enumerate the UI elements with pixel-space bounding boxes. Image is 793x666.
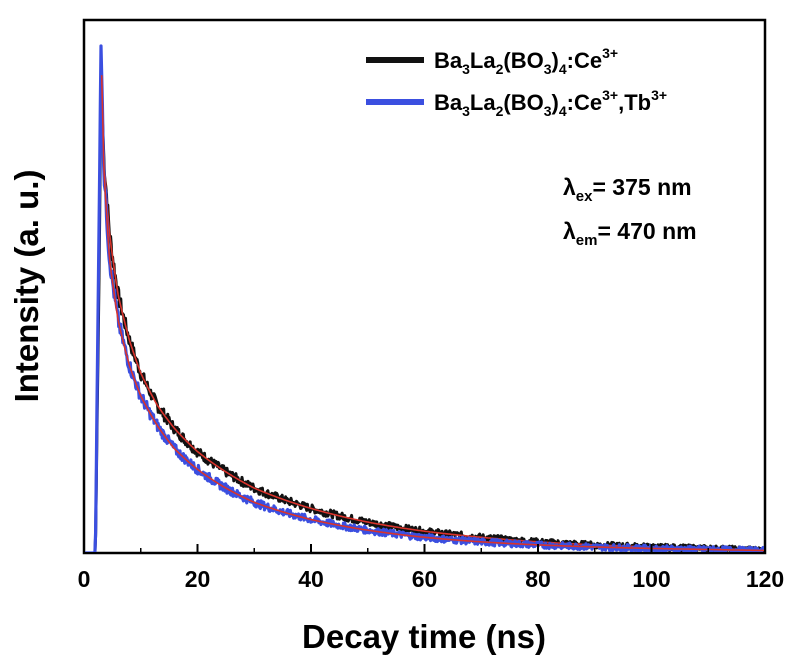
fit-line-ce-tb	[100, 75, 764, 552]
x-tick-label: 80	[525, 566, 551, 592]
y-axis-title: Intensity (a. u.)	[8, 170, 45, 403]
x-tick-label: 120	[746, 566, 784, 592]
excitation-label: λex= 375 nm	[563, 174, 692, 205]
series-line-ce-tb	[85, 44, 764, 552]
series-layer	[85, 44, 764, 552]
x-tick-label: 20	[185, 566, 211, 592]
x-tick-label: 100	[632, 566, 670, 592]
x-tick-label: 40	[298, 566, 324, 592]
wavelength-annotation: λex= 375 nm λem= 470 nm	[563, 174, 697, 249]
x-tick-label: 60	[412, 566, 438, 592]
x-axis-title: Decay time (ns)	[302, 618, 546, 655]
legend-label-ce-tb: Ba3La2(BO3)4:Ce3+,Tb3+	[434, 87, 667, 119]
x-axis-ticks: 0 20 40 60 80 100 120	[78, 544, 784, 592]
legend: Ba3La2(BO3)4:Ce3+ Ba3La2(BO3)4:Ce3+,Tb3+	[366, 45, 667, 119]
fit-line-ce	[100, 103, 764, 551]
series-line-ce	[85, 85, 764, 552]
emission-label: λem= 470 nm	[563, 218, 697, 249]
x-tick-label: 0	[78, 566, 91, 592]
legend-label-ce: Ba3La2(BO3)4:Ce3+	[434, 45, 618, 77]
